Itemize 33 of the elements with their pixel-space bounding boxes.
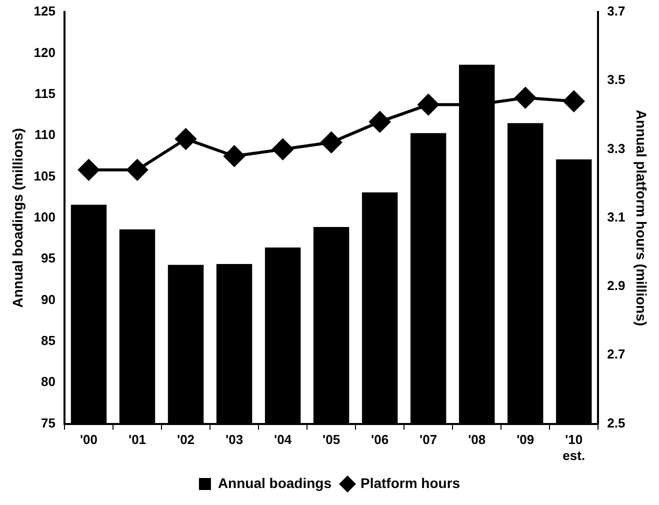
x-tick-label: '04: [274, 432, 292, 448]
x-tick-label: '03: [226, 432, 244, 448]
y2-tick-label: 2.9: [607, 278, 626, 294]
y2-tick-label: 3.5: [607, 72, 626, 88]
y-tick-label: 75: [41, 415, 56, 430]
y-tick-label: 110: [34, 127, 56, 142]
x-tick-label: '10 est.: [562, 432, 586, 463]
y2-tick-label: 2.7: [607, 346, 626, 362]
y-tick-label: 80: [41, 374, 56, 390]
y2-tick-label: 3.3: [607, 140, 626, 156]
x-tick-label: '05: [322, 432, 340, 448]
y2-tick-label: 2.5: [607, 415, 626, 430]
y-tick-label: 95: [41, 250, 56, 266]
y-tick-label: 115: [34, 86, 56, 101]
y-tick-label: 105: [34, 168, 56, 184]
y-tick-label: 125: [34, 4, 56, 19]
y-axis-title: Annual boadings (millions): [9, 128, 26, 308]
x-tick-label: '08: [468, 432, 486, 448]
x-tick-label: '06: [371, 432, 389, 448]
x-tick-label: '07: [420, 432, 438, 448]
x-tick-label: '02: [176, 432, 195, 448]
y-tick-label: 85: [41, 333, 56, 348]
x-tick-label: '09: [516, 432, 534, 448]
x-tick-label: '01: [128, 432, 146, 448]
y-tick-label: 100: [34, 209, 56, 224]
y2-tick-label: 3.1: [607, 209, 626, 224]
y-tick-label: 120: [34, 44, 56, 60]
legend-label: Annual boadings: [218, 474, 332, 491]
y2-axis-title: Annual platform hours (millions): [634, 110, 650, 326]
y-tick-label: 90: [41, 292, 56, 307]
legend-label: Platform hours: [360, 474, 460, 491]
y2-tick-label: 3.7: [607, 4, 626, 19]
x-tick-label: '00: [80, 432, 98, 448]
